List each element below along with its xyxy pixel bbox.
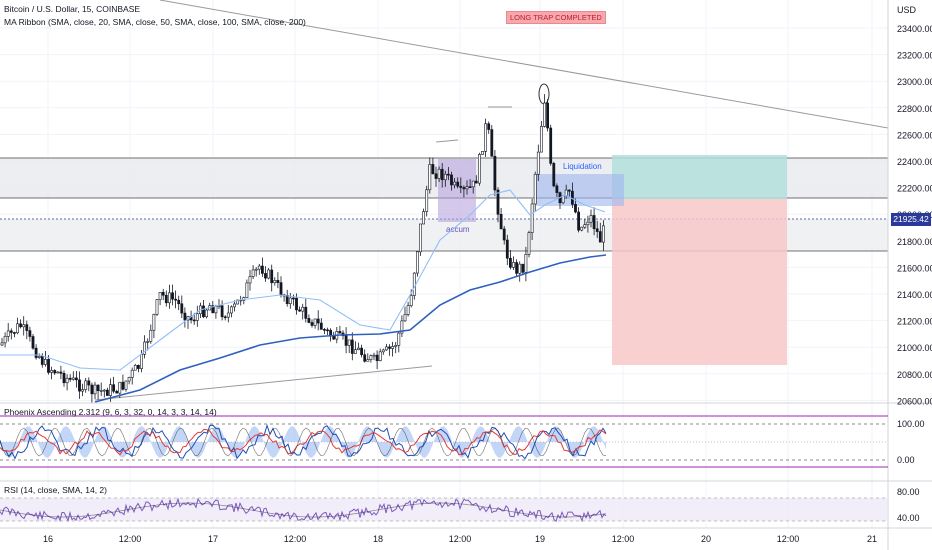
time-tick: 17	[208, 534, 218, 544]
price-tick: 21200.00	[897, 317, 932, 327]
time-axis[interactable]: 16 12:00 17 12:00 18 12:00 19 12:00 20 12:00 21	[43, 534, 877, 544]
time-tick: 19	[535, 534, 545, 544]
price-tick: 20800.00	[897, 370, 932, 380]
price-tick: 22400.00	[897, 157, 932, 167]
price-axis-unit: USD	[897, 5, 917, 15]
price-tick: 21800.00	[897, 237, 932, 247]
current-price-tag: 21925.42	[891, 213, 931, 226]
liquidation-label: Liquidation	[563, 162, 602, 171]
price-tick: 21000.00	[897, 343, 932, 353]
price-tick: 22600.00	[897, 130, 932, 140]
long-trap-label: LONG TRAP COMPLETED	[506, 11, 606, 24]
time-tick: 18	[373, 534, 383, 544]
time-tick: 21	[867, 534, 877, 544]
phoenix-tick-0: 0.00	[897, 455, 915, 465]
time-tick: 12:00	[284, 534, 307, 544]
price-tick: 20600.00	[897, 396, 932, 406]
liquidation-box[interactable]	[536, 174, 624, 206]
rsi-tick-80: 80.00	[897, 487, 920, 497]
price-tick: 21600.00	[897, 263, 932, 273]
candlestick-series	[0, 94, 605, 403]
high-tick-1	[435, 139, 459, 143]
price-tick: 21400.00	[897, 290, 932, 300]
descending-trendline[interactable]	[159, 0, 889, 129]
price-tick: 22800.00	[897, 104, 932, 114]
price-tick: 22200.00	[897, 184, 932, 194]
price-tick: 23000.00	[897, 77, 932, 87]
ma-fast-line	[0, 189, 606, 371]
ma-slow-line	[94, 254, 607, 403]
rsi-legend[interactable]: RSI (14, close, SMA, 14, 2)	[4, 485, 107, 495]
phoenix-pane	[0, 415, 888, 468]
time-tick: 12:00	[119, 534, 142, 544]
rsi-pane	[0, 497, 888, 523]
accum-label: accum	[446, 225, 470, 234]
symbol-title[interactable]: Bitcoin / U.S. Dollar, 15, COINBASE	[4, 4, 141, 14]
stop-loss-zone[interactable]	[612, 199, 787, 365]
time-tick: 12:00	[449, 534, 472, 544]
phoenix-tick-100: 100.00	[897, 419, 925, 429]
ascending-trendline[interactable]	[94, 365, 433, 401]
time-tick: 20	[701, 534, 711, 544]
ma-ribbon-legend[interactable]: MA Ribbon (SMA, close, 20, SMA, close, 5…	[4, 17, 306, 27]
time-tick: 12:00	[777, 534, 800, 544]
time-tick: 16	[43, 534, 53, 544]
rsi-tick-40: 40.00	[897, 513, 920, 523]
phoenix-legend[interactable]: Phoenix Ascending 2.312 (9, 6, 3, 32, 0,…	[4, 407, 217, 417]
time-tick: 12:00	[612, 534, 635, 544]
price-tick: 23400.00	[897, 24, 932, 34]
take-profit-zone[interactable]	[612, 155, 787, 199]
accum-box[interactable]	[438, 159, 476, 222]
price-tick: 23200.00	[897, 51, 932, 61]
